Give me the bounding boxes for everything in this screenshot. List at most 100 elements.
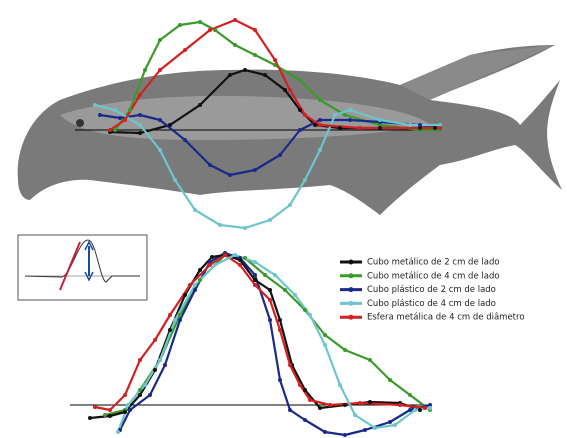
curve-marker — [308, 398, 312, 402]
curve-marker — [413, 408, 417, 412]
curve-marker — [408, 393, 412, 397]
curve-marker — [308, 313, 312, 317]
curve-marker — [268, 298, 272, 302]
curve-marker — [198, 103, 202, 107]
curve-marker — [343, 403, 347, 407]
curve-marker — [128, 408, 132, 412]
curve-marker — [358, 126, 362, 130]
curve-marker — [243, 68, 247, 72]
curve-marker — [93, 103, 97, 107]
curve-marker — [343, 113, 347, 117]
curve-marker — [208, 28, 212, 32]
curve-marker — [428, 406, 432, 410]
curve-marker — [233, 253, 237, 257]
curve-marker — [408, 123, 412, 127]
curve-marker — [343, 433, 347, 437]
legend-label: Cubo metálico de 4 cm de lado — [367, 271, 500, 281]
curve-marker — [108, 414, 112, 418]
top-curves — [93, 18, 442, 230]
curve-marker — [278, 378, 282, 382]
curve-marker — [183, 293, 187, 297]
legend: Cubo metálico de 2 cm de lado Cubo metáli… — [340, 258, 525, 323]
curve-marker — [193, 208, 197, 212]
legend-marker — [348, 259, 354, 265]
curve — [119, 251, 431, 437]
curve-marker — [303, 388, 307, 392]
curve-marker — [388, 420, 392, 424]
curve-marker — [323, 430, 327, 434]
inset — [17, 234, 148, 301]
curve-marker — [353, 413, 357, 417]
curve-marker — [178, 318, 182, 322]
curve-marker — [318, 148, 322, 152]
curve-marker — [128, 108, 132, 112]
curve-marker — [358, 401, 362, 405]
curve-marker — [398, 403, 402, 407]
curve-marker — [223, 253, 227, 257]
curve-marker — [243, 256, 247, 260]
curve-marker — [158, 148, 162, 152]
curve-marker — [278, 318, 282, 322]
curve-marker — [303, 418, 307, 422]
curve-marker — [93, 405, 97, 409]
curve-marker — [98, 113, 102, 117]
curve-marker — [198, 278, 202, 282]
curve-marker — [193, 283, 197, 287]
curve-marker — [438, 123, 442, 127]
curve-marker — [263, 73, 267, 77]
legend-marker — [348, 273, 354, 279]
curve-marker — [268, 288, 272, 292]
curve-marker — [123, 393, 127, 397]
curve-marker — [173, 178, 177, 182]
curve-marker — [278, 328, 282, 332]
curve-marker — [253, 28, 257, 32]
curve-marker — [288, 363, 292, 367]
curve-marker — [163, 363, 167, 367]
legend-label: Cubo plástico de 4 cm de lado — [367, 299, 496, 309]
curve-marker — [148, 393, 152, 397]
curve-marker — [428, 403, 432, 407]
curve-marker — [303, 178, 307, 182]
curve-marker — [253, 283, 257, 287]
curve-marker — [168, 313, 172, 317]
legend-marker — [348, 314, 354, 320]
curve-marker — [138, 388, 142, 392]
legend-label: Cubo plástico de 2 cm de lado — [367, 285, 496, 295]
curve-marker — [108, 408, 112, 412]
curve-marker — [368, 400, 372, 404]
curve-marker — [418, 123, 422, 127]
curve-marker — [378, 126, 382, 130]
curve-marker — [328, 403, 332, 407]
curve-marker — [158, 358, 162, 362]
curve-marker — [378, 123, 382, 127]
curve-marker — [288, 88, 292, 92]
curve-marker — [293, 293, 297, 297]
curve-marker — [138, 393, 142, 397]
curve-marker — [233, 18, 237, 22]
curve-marker — [153, 368, 157, 372]
curve-marker — [126, 403, 130, 407]
curve-marker — [418, 408, 422, 412]
curve-marker — [188, 283, 192, 287]
curve-marker — [208, 163, 212, 167]
curve-marker — [388, 378, 392, 382]
curve-marker — [173, 318, 177, 322]
curve-marker — [233, 43, 237, 47]
curve-marker — [243, 226, 247, 230]
curve-marker — [178, 23, 182, 27]
curve-marker — [368, 358, 372, 362]
curve-marker — [268, 218, 272, 222]
legend-label: Esfera metálica de 4 cm de diâmetro — [367, 313, 525, 323]
curve-marker — [158, 118, 162, 122]
curve-marker — [318, 98, 322, 102]
curve-marker — [138, 123, 142, 127]
curve-marker — [116, 430, 120, 434]
curve-marker — [208, 260, 212, 264]
curve-marker — [208, 263, 212, 267]
curve-marker — [138, 358, 142, 362]
curve-marker — [298, 78, 302, 82]
curve-marker — [433, 126, 437, 130]
curve-marker — [253, 273, 257, 277]
curve-marker — [318, 118, 322, 122]
curve-marker — [288, 203, 292, 207]
